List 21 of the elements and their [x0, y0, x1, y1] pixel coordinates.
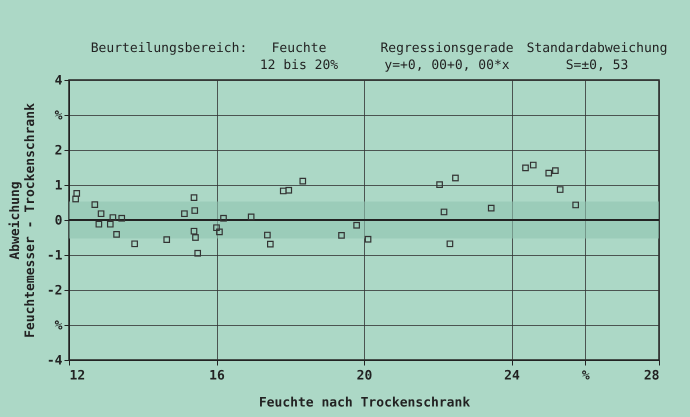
y-tick-label: -2 [46, 284, 62, 298]
x-axis-title: Feuchte nach Trockenschrank [258, 396, 470, 410]
y-tick-label: -1 [46, 248, 63, 264]
x-tick-label: 16 [209, 368, 225, 384]
y-tick-label: 1 [54, 178, 63, 194]
x-tick-label: 20 [356, 368, 372, 384]
text: Standardabweichung S=±0, 53 [526, 41, 668, 73]
y-tick-label: % [54, 318, 63, 334]
text: Feuchte 12 bis 20% [260, 41, 338, 73]
y-tick-label: % [54, 108, 63, 124]
x-tick-label: 28 [644, 368, 660, 384]
y-tick-label: -4 [46, 354, 63, 368]
y-tick-label: 2 [54, 144, 62, 158]
y-tick-label: 0 [54, 214, 63, 228]
y-axis-title: Abweichung Feuchtemesser - Trockenschrank [8, 102, 38, 338]
y-tick-label: 4 [54, 74, 63, 88]
text: Regressionsgerade y=+0, 00+0, 00*x [380, 41, 514, 73]
x-tick-label: 12 [70, 368, 86, 384]
x-tick-label: 24 [504, 368, 520, 384]
x-tick-label: % [582, 368, 590, 384]
text: Beurteilungsbereich: [90, 41, 248, 56]
